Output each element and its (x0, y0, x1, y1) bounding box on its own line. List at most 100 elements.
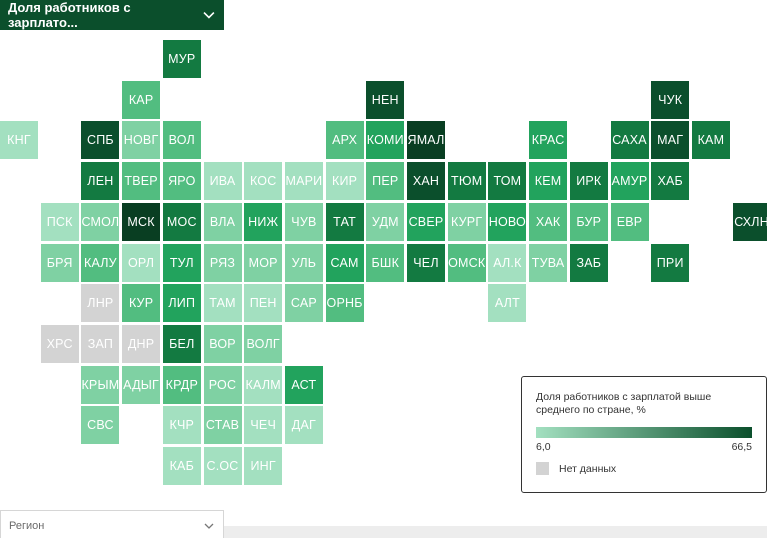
region-tile[interactable]: ОРНБ (325, 284, 364, 323)
region-tile[interactable]: ИВА (203, 162, 242, 201)
region-tile[interactable]: САМ (325, 243, 364, 282)
region-tile[interactable]: ЯМАЛ (407, 121, 445, 160)
region-tile[interactable]: КАБ (162, 447, 201, 485)
region-tile[interactable]: ИНГ (244, 447, 283, 485)
region-tile[interactable]: ПРИ (651, 243, 690, 282)
no-data-swatch (536, 462, 549, 475)
region-tile[interactable]: САХА (610, 121, 649, 160)
region-tile[interactable]: ЛЕН (81, 162, 120, 201)
region-tile[interactable]: НОВО (488, 202, 527, 241)
region-tile[interactable]: АЛ.К (488, 243, 527, 282)
region-tile[interactable]: КОС (244, 162, 283, 201)
region-tile[interactable]: ДАГ (284, 406, 323, 445)
region-tile[interactable]: КАМ (691, 121, 730, 160)
region-tile[interactable]: ВОР (203, 324, 242, 363)
legend-scale: 6,0 66,5 (536, 441, 752, 453)
region-tile[interactable]: ЗАП (81, 324, 120, 363)
region-tile[interactable]: СТАВ (203, 406, 242, 445)
region-tile[interactable]: КРЫМ (81, 365, 120, 404)
region-tile[interactable]: КЧР (162, 406, 201, 445)
region-tile[interactable]: ЗАБ (569, 243, 608, 282)
region-tile[interactable]: КОМИ (366, 121, 405, 160)
indicator-select[interactable]: Доля работников с зарплато... (0, 0, 224, 30)
region-tile[interactable]: ЛНР (81, 284, 120, 323)
region-tile[interactable]: СВЕР (407, 202, 445, 241)
region-tile[interactable]: БЕЛ (162, 324, 201, 363)
region-tile[interactable]: ТЮМ (447, 162, 486, 201)
region-tile[interactable]: ХАБ (651, 162, 690, 201)
region-tile[interactable]: ТВЕР (122, 162, 161, 201)
region-tile[interactable]: ХАН (407, 162, 445, 201)
region-tile[interactable]: МАГ (651, 121, 690, 160)
region-tile[interactable]: РЯЗ (203, 243, 242, 282)
region-tile[interactable]: ТОМ (488, 162, 527, 201)
region-tile[interactable]: ТУЛ (162, 243, 201, 282)
region-tile[interactable]: НОВГ (122, 121, 161, 160)
region-tile[interactable]: МАРИ (284, 162, 323, 201)
region-tile[interactable]: ПЕН (244, 284, 283, 323)
region-tile[interactable]: ТУВА (529, 243, 568, 282)
region-tile[interactable]: ОРЛ (122, 243, 161, 282)
region-tile[interactable]: КАЛМ (244, 365, 283, 404)
region-tile[interactable]: КАР (122, 80, 161, 119)
region-tile[interactable]: ВОЛ (162, 121, 201, 160)
region-tile[interactable]: ЯРО (162, 162, 201, 201)
region-tile[interactable]: С.ОС (203, 447, 242, 485)
region-tile[interactable]: ПЕР (366, 162, 405, 201)
region-tile[interactable]: ПСК (40, 202, 79, 241)
region-tile[interactable]: АЛТ (488, 284, 527, 323)
region-tile[interactable]: АМУР (610, 162, 649, 201)
region-tile[interactable]: СХЛН (732, 202, 767, 241)
region-tile[interactable]: САР (284, 284, 323, 323)
region-tile[interactable]: СВС (81, 406, 120, 445)
region-tile[interactable]: ТАТ (325, 202, 364, 241)
region-tile[interactable]: КНГ (0, 121, 38, 160)
region-tile[interactable]: ХАК (529, 202, 568, 241)
region-tile[interactable]: БУР (569, 202, 608, 241)
region-tile[interactable]: КРДР (162, 365, 201, 404)
region-tile[interactable]: СМОЛ (81, 202, 120, 241)
region-tile[interactable]: ЛИП (162, 284, 201, 323)
region-tile[interactable]: АДЫГ (122, 365, 161, 404)
region-tile[interactable]: АРХ (325, 121, 364, 160)
region-tile[interactable]: ЧЕЧ (244, 406, 283, 445)
region-tile[interactable]: МОС (162, 202, 201, 241)
region-tile[interactable]: КИР (325, 162, 364, 201)
region-tile[interactable]: ДНР (122, 324, 161, 363)
region-tile[interactable]: ЕВР (610, 202, 649, 241)
region-tile[interactable]: ХРС (40, 324, 79, 363)
no-data-label: Нет данных (559, 462, 617, 475)
chevron-down-icon (203, 11, 215, 19)
region-tile[interactable]: НИЖ (244, 202, 283, 241)
map-legend: Доля работников с зарплатой выше среднег… (521, 376, 767, 493)
region-tile[interactable]: ЧУК (651, 80, 690, 119)
region-select-label: Регион (9, 520, 45, 532)
region-tile[interactable]: УДМ (366, 202, 405, 241)
region-tile[interactable]: АСТ (284, 365, 323, 404)
region-tile[interactable]: ОМСК (447, 243, 486, 282)
region-tile[interactable]: ЧЕЛ (407, 243, 445, 282)
region-tile[interactable]: КРАС (529, 121, 568, 160)
region-tile[interactable]: КУРГ (447, 202, 486, 241)
region-tile[interactable]: ТАМ (203, 284, 242, 323)
region-tile[interactable]: ИРК (569, 162, 608, 201)
region-tile[interactable]: КУР (122, 284, 161, 323)
region-tile[interactable]: МУР (162, 40, 201, 78)
region-tile[interactable]: РОС (203, 365, 242, 404)
region-tile[interactable]: БРЯ (40, 243, 79, 282)
region-tile[interactable]: МСК (122, 202, 161, 241)
region-tile[interactable]: ВОЛГ (244, 324, 283, 363)
region-tile[interactable]: КЕМ (529, 162, 568, 201)
legend-gradient (536, 427, 752, 438)
region-tile[interactable]: БШК (366, 243, 405, 282)
region-tile[interactable]: УЛЬ (284, 243, 323, 282)
region-tile[interactable]: СПБ (81, 121, 120, 160)
indicator-select-label: Доля работников с зарплато... (8, 0, 131, 30)
region-tile[interactable]: НЕН (366, 80, 405, 119)
region-tile[interactable]: КАЛУ (81, 243, 120, 282)
region-tile[interactable]: МОР (244, 243, 283, 282)
region-select[interactable]: Регион (0, 510, 224, 538)
region-tile[interactable]: ЧУВ (284, 202, 323, 241)
region-tile[interactable]: ВЛА (203, 202, 242, 241)
